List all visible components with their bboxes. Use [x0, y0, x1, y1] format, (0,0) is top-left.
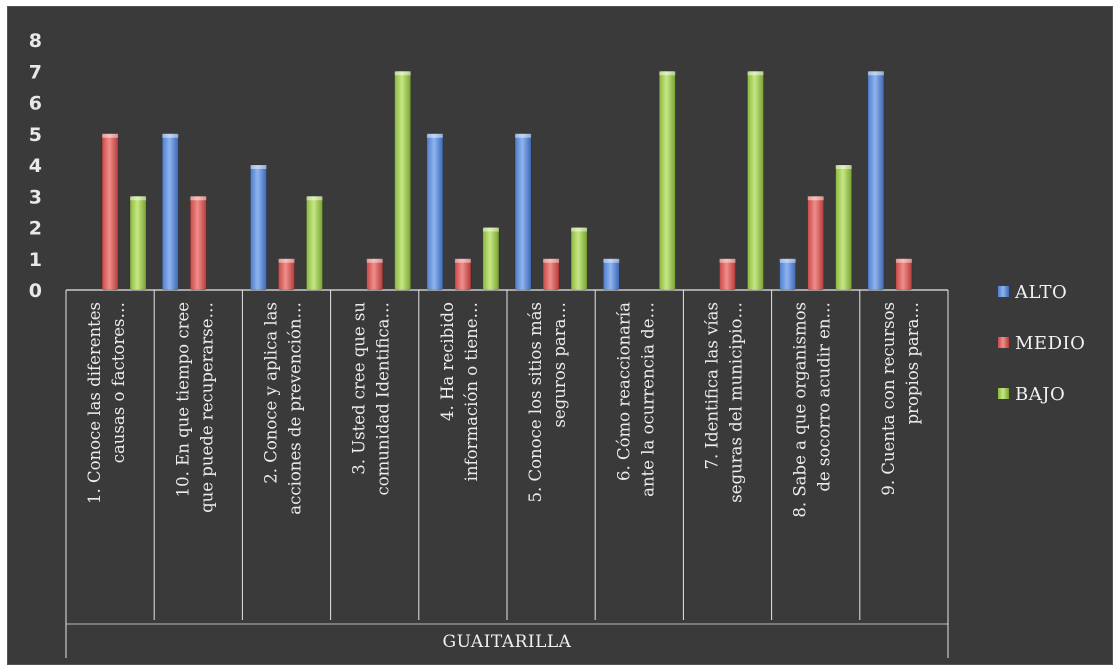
bar-highlight: [482, 227, 499, 232]
bar-medio: [366, 258, 384, 291]
bar-medio: [454, 258, 472, 291]
bar-highlight: [250, 165, 267, 169]
legend-swatch-alto: [998, 286, 1009, 297]
category-label: 7. Identifica las vías seguras del munici…: [703, 302, 746, 503]
y-tick-label: 8: [29, 30, 42, 52]
bar-alto: [602, 258, 620, 291]
category-label: 4. Ha recibido información o tiene…: [438, 302, 481, 481]
category-label: 3. Usted cree que su comunidad Identifica…: [350, 302, 393, 496]
bar-highlight: [130, 196, 147, 201]
bar-alto: [867, 70, 885, 291]
bar-alto: [426, 133, 444, 291]
bar-highlight: [366, 258, 383, 263]
bar-highlight: [190, 196, 207, 201]
axis-lines: [65, 289, 949, 658]
legend-label-bajo: BAJO: [1015, 384, 1065, 405]
y-tick-label: 7: [29, 61, 42, 83]
legend: ALTO MEDIO BAJO: [998, 282, 1085, 405]
bar-highlight: [719, 258, 736, 263]
bar-highlight: [571, 227, 588, 232]
bar-bajo: [129, 195, 147, 291]
bar-highlight: [807, 196, 824, 201]
bar-highlight: [895, 258, 912, 263]
y-tick-label: 2: [29, 218, 42, 240]
bar-highlight: [454, 258, 471, 263]
bar-bajo: [570, 227, 588, 291]
category-label: 2. Conoce y aplica las acciones de preven…: [262, 302, 305, 515]
category-label: 10. En que tiempo cree que puede recupera…: [173, 302, 216, 513]
y-tick-label: 1: [29, 249, 42, 271]
bar-medio: [190, 195, 207, 291]
category-label: 9. Cuenta con recursos propios para…: [879, 302, 922, 496]
legend-label-alto: ALTO: [1014, 282, 1067, 303]
legend-swatch-medio: [998, 337, 1009, 348]
bar-highlight: [515, 133, 532, 138]
bar-medio: [719, 258, 736, 291]
bar-bajo: [306, 195, 323, 291]
bar-highlight: [603, 258, 620, 263]
bar-highlight: [835, 165, 852, 169]
y-tick-label: 5: [29, 124, 42, 146]
bar-highlight: [278, 258, 295, 263]
bar-medio: [807, 195, 825, 291]
chart-frame: [7, 6, 1113, 665]
y-tick-label: 3: [29, 186, 42, 208]
group-label: GUAITARILLA: [443, 632, 572, 652]
bar-highlight: [747, 71, 764, 76]
category-labels: 1. Conoce las diferentes causas o factore…: [85, 302, 922, 518]
category-label: 1. Conoce las diferentes causas o factore…: [85, 302, 128, 504]
y-tick-label: 4: [29, 155, 42, 177]
bar-bajo: [482, 227, 500, 291]
bar-highlight: [394, 71, 411, 76]
category-label: 6. Cómo reaccionaría ante la ocurrencia d…: [614, 302, 657, 497]
bar-highlight: [543, 258, 560, 263]
bar-highlight: [779, 258, 796, 263]
bar-alto: [162, 133, 179, 291]
legend-label-medio: MEDIO: [1015, 333, 1085, 354]
category-label: 8. Sabe a que organismos de socorro acudi…: [791, 302, 834, 518]
bar-medio: [278, 258, 295, 291]
bar-alto: [779, 258, 797, 291]
bar-alto: [250, 164, 267, 291]
bar-highlight: [426, 133, 443, 138]
bar-medio: [895, 258, 913, 291]
bar-highlight: [659, 71, 676, 76]
y-axis-ticks: 0 1 2 3 4 5 6 7 8: [29, 30, 42, 302]
y-tick-label: 0: [29, 280, 42, 302]
bar-highlight: [162, 133, 179, 138]
bar-highlight: [102, 133, 119, 138]
bar-medio: [542, 258, 560, 291]
bar-medio: [101, 133, 119, 291]
bar-highlight: [306, 196, 323, 201]
bar-bajo: [747, 70, 764, 291]
bar-alto: [514, 133, 532, 291]
bar-bajo: [394, 70, 412, 291]
y-tick-label: 6: [29, 93, 42, 115]
bar-bajo: [835, 164, 853, 291]
category-label: 5. Conoce los sitios más seguros para…: [526, 302, 569, 503]
bar-highlight: [867, 71, 884, 76]
legend-swatch-bajo: [998, 388, 1009, 399]
bar-bajo: [658, 70, 676, 291]
bars-layer: [101, 70, 913, 291]
